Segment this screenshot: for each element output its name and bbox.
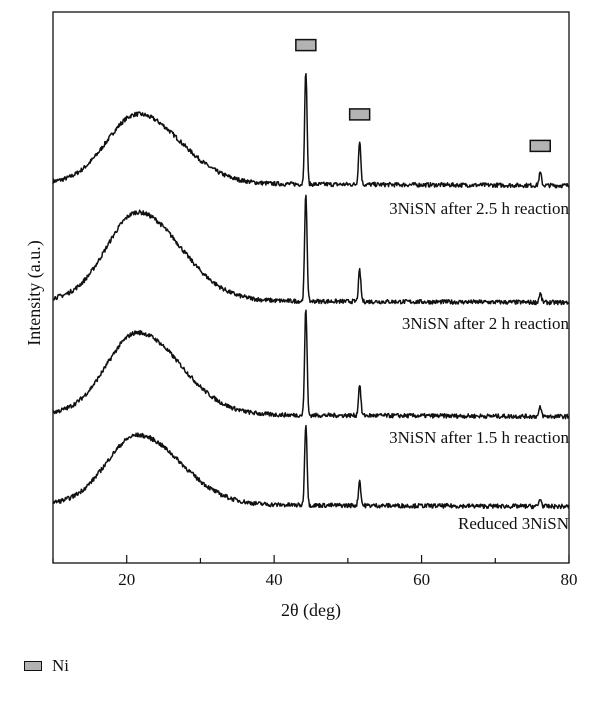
x-tick-label: 80 <box>561 570 578 589</box>
plot-area <box>52 11 570 564</box>
y-axis-label: Intensity (a.u.) <box>24 240 45 345</box>
series-line <box>52 72 570 189</box>
series-label: 3NiSN after 2 h reaction <box>402 314 570 333</box>
series-label: 3NiSN after 1.5 h reaction <box>389 428 569 447</box>
series-line <box>52 424 570 510</box>
ni-marker <box>348 108 371 121</box>
ni-marker <box>295 38 317 52</box>
series-labels-group: 3NiSN after 2.5 h reaction 3NiSN after 2 … <box>389 199 569 533</box>
series-line <box>52 194 570 306</box>
series-label: 3NiSN after 2.5 h reaction <box>389 199 569 218</box>
x-tick-label: 40 <box>266 570 283 589</box>
plot-frame <box>52 11 570 564</box>
ni-marker <box>529 139 552 153</box>
ni-markers-group <box>295 38 552 153</box>
x-tick-label: 60 <box>413 570 430 589</box>
series-line <box>52 309 570 420</box>
legend: Ni <box>24 656 69 676</box>
x-ticks-group: 20 40 60 80 <box>52 555 578 589</box>
x-axis-label: 2θ (deg) <box>281 600 341 621</box>
series-label: Reduced 3NiSN <box>458 514 569 533</box>
legend-label: Ni <box>52 656 69 675</box>
x-tick-label: 20 <box>118 570 135 589</box>
curves-group <box>52 72 570 510</box>
ni-legend-swatch <box>24 661 42 671</box>
